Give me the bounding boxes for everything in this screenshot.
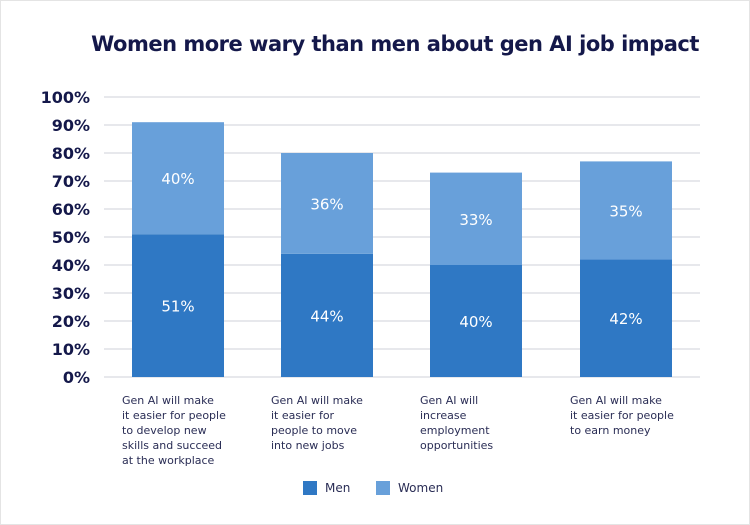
y-tick-label: 80% bbox=[52, 144, 90, 163]
x-category-label-line: skills and succeed bbox=[122, 439, 223, 452]
x-category-label: Gen AI will increase employment opportuniti… bbox=[420, 393, 550, 453]
chart-title: Women more wary than men about gen AI jo… bbox=[91, 32, 699, 56]
legend-label-men: Men bbox=[325, 481, 351, 495]
data-label: 40% bbox=[161, 170, 194, 188]
x-category-label-line: employment bbox=[420, 424, 490, 437]
x-category-label-line: at the workplace bbox=[122, 454, 215, 467]
bar-women bbox=[281, 153, 373, 254]
bar-women bbox=[580, 161, 672, 260]
y-tick-label: 30% bbox=[52, 284, 90, 303]
bar-women bbox=[132, 122, 224, 235]
legend-item-women: Women bbox=[376, 481, 443, 495]
y-tick-label: 70% bbox=[52, 172, 90, 191]
x-category-label-line: it easier for people bbox=[570, 409, 674, 422]
legend-swatch-men bbox=[303, 481, 317, 495]
x-category-label: Gen AI will make it easier for people to m… bbox=[271, 393, 401, 453]
x-category-label-line: to earn money bbox=[570, 424, 651, 437]
data-label: 35% bbox=[609, 202, 642, 220]
data-label: 40% bbox=[459, 313, 492, 331]
bar-women bbox=[430, 172, 522, 265]
bar-men bbox=[580, 259, 672, 377]
y-tick-label: 40% bbox=[52, 256, 90, 275]
x-category-label: Gen AI will make it easier for people to e… bbox=[570, 393, 700, 438]
x-category-label-line: opportunities bbox=[420, 439, 494, 452]
x-category-label-line: to develop new bbox=[122, 424, 207, 437]
bar-men bbox=[430, 265, 522, 377]
x-category-label-line: Gen AI will make bbox=[271, 394, 363, 407]
y-tick-label: 10% bbox=[52, 340, 90, 359]
bar-men bbox=[281, 253, 373, 377]
x-category-label-line: into new jobs bbox=[271, 439, 345, 452]
data-label: 51% bbox=[161, 298, 194, 316]
legend-label-women: Women bbox=[398, 481, 444, 495]
data-label: 36% bbox=[310, 195, 343, 213]
x-category-label-line: people to move bbox=[271, 424, 358, 437]
y-tick-label: 90% bbox=[52, 116, 90, 135]
y-tick-label: 50% bbox=[52, 228, 90, 247]
x-category-label-line: Gen AI will bbox=[420, 394, 479, 407]
y-tick-label: 0% bbox=[63, 368, 90, 387]
x-category-label-line: it easier for bbox=[271, 409, 335, 422]
x-category-label-line: increase bbox=[420, 409, 467, 422]
data-label: 42% bbox=[609, 310, 642, 328]
data-label: 33% bbox=[459, 211, 492, 229]
legend-swatch-women bbox=[376, 481, 390, 495]
data-label: 44% bbox=[310, 307, 343, 325]
y-tick-label: 60% bbox=[52, 200, 90, 219]
legend-item-men: Men bbox=[303, 481, 350, 495]
y-tick-label: 100% bbox=[41, 88, 90, 107]
x-category-label-line: Gen AI will make bbox=[122, 394, 214, 407]
bar-men bbox=[132, 234, 224, 377]
y-tick-label: 20% bbox=[52, 312, 90, 331]
x-category-label: Gen AI will make it easier for people to d… bbox=[122, 393, 252, 468]
x-category-label-line: it easier for people bbox=[122, 409, 226, 422]
x-category-label-line: Gen AI will make bbox=[570, 394, 662, 407]
